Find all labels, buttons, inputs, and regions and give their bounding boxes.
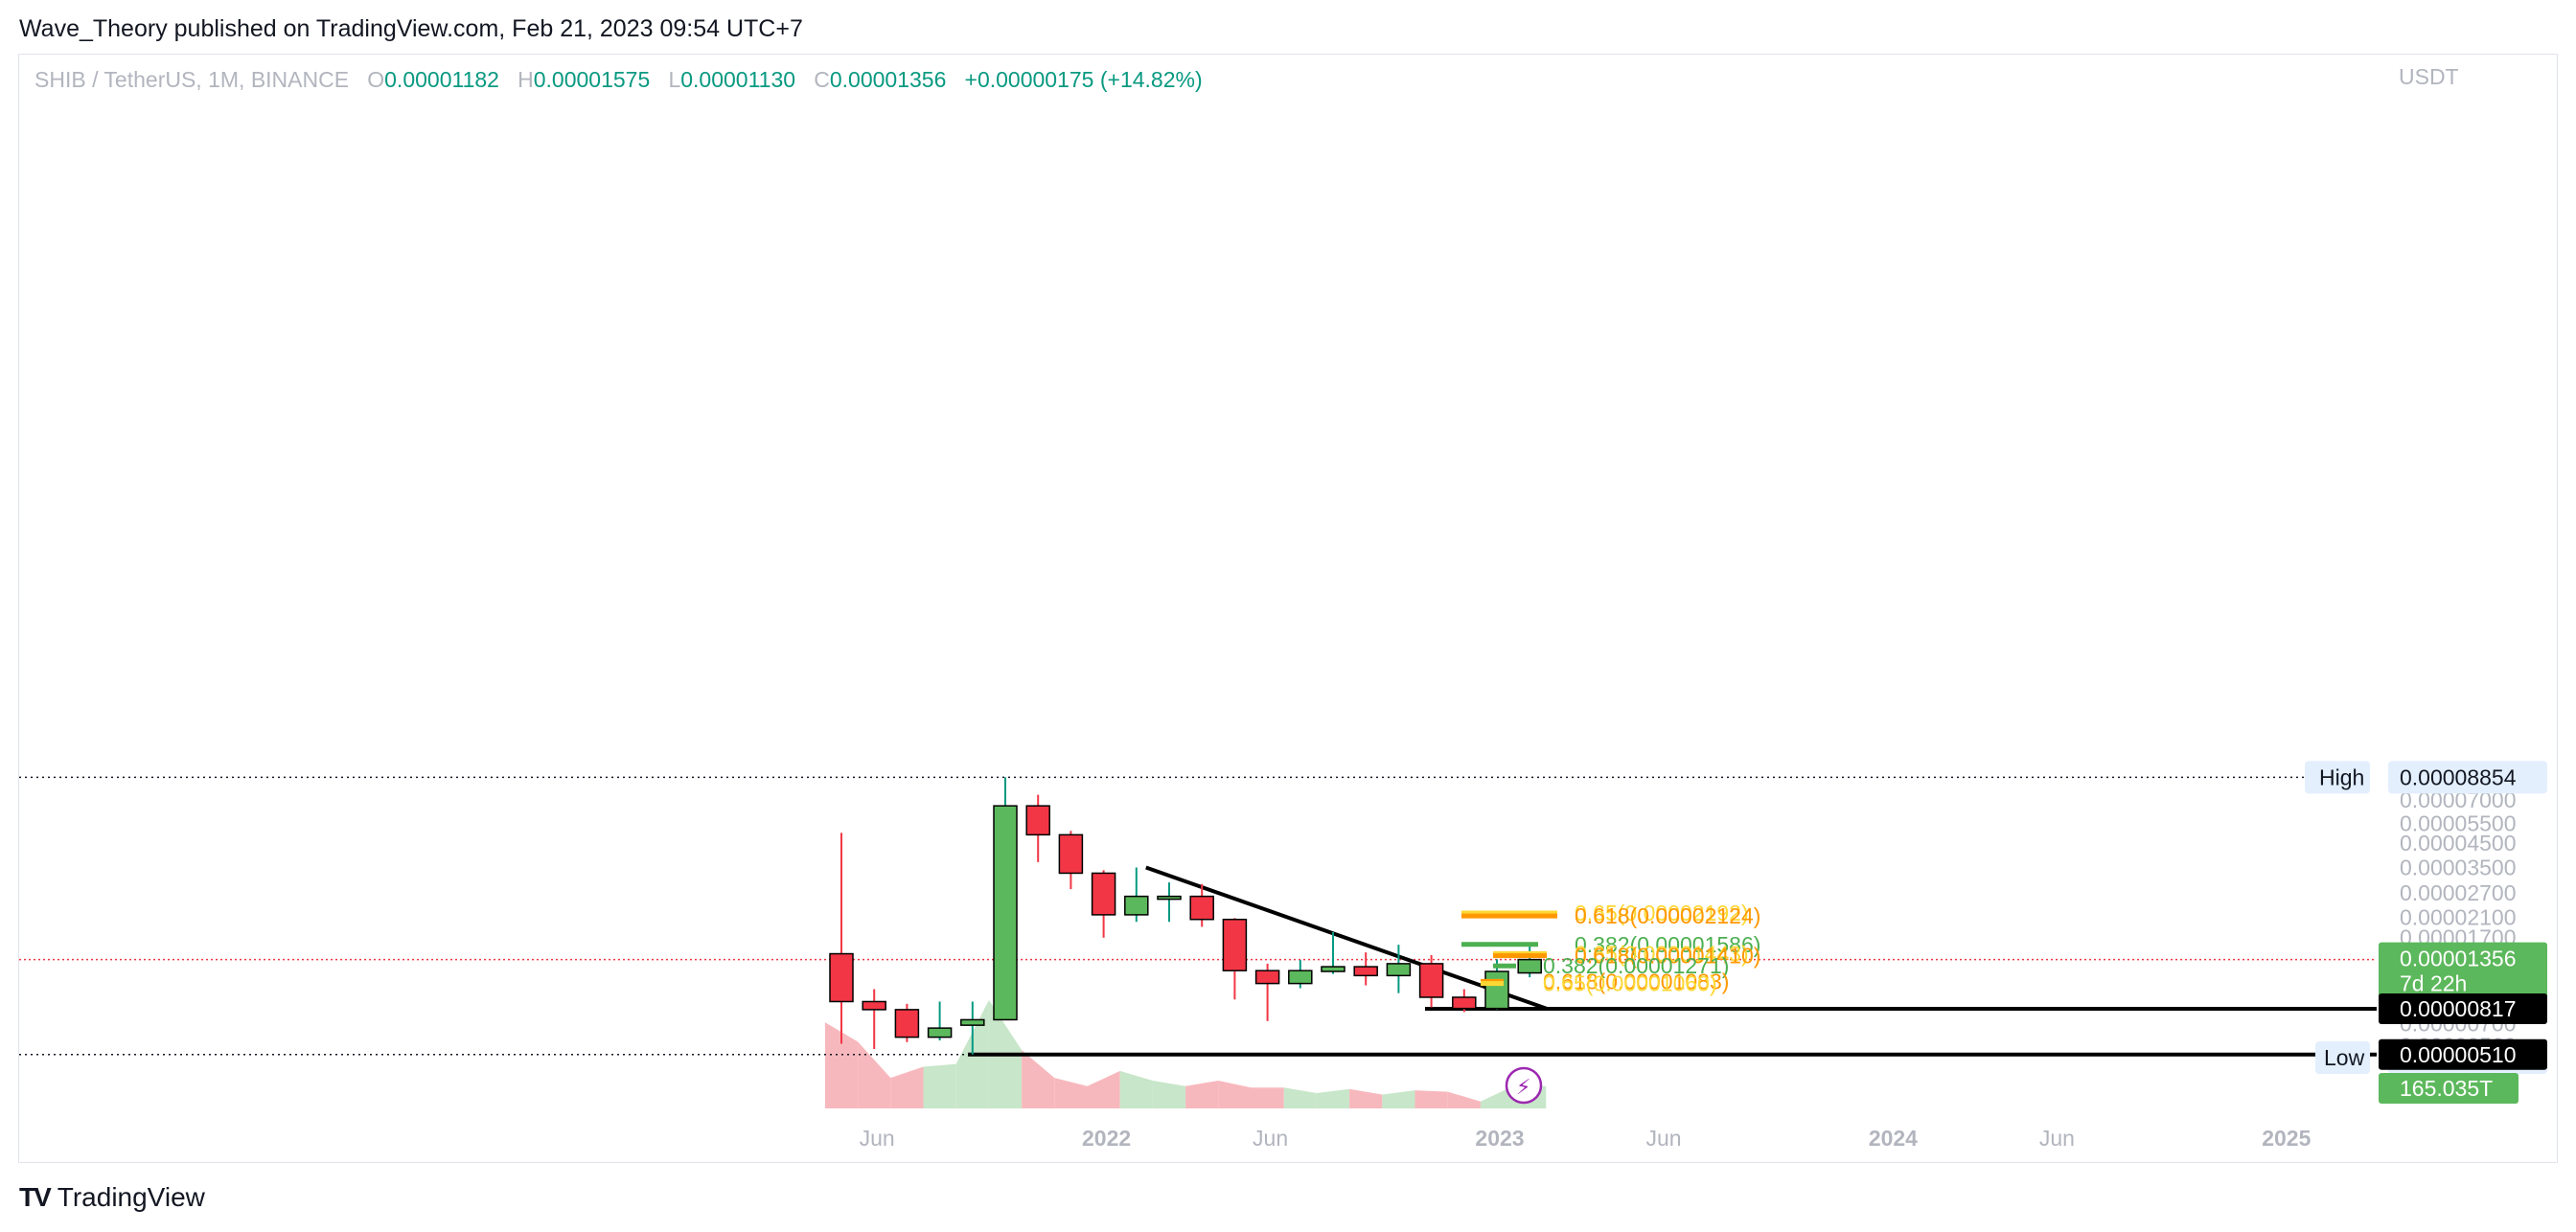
volume-badge [2379,1073,2518,1104]
fib-level-label: 0.618(0.00001083) [1543,969,1729,993]
y-tick-label: 0.00005500 [2400,811,2517,836]
change-value: +0.00000175 (+14.82%) [964,67,1203,92]
volume-area [1087,1070,1120,1108]
current-price-badge [2379,942,2547,1000]
candle-body [1386,963,1412,977]
volume-area [1382,1090,1415,1108]
volume-area [1480,1085,1514,1108]
high-value: 0.00008854 [2400,764,2517,789]
candle-body [862,1000,886,1011]
fib-level-label: 0.618(0.00001410) [1575,944,1760,969]
volume-area [890,1066,924,1108]
x-tick-label: Jun [1645,1126,1681,1151]
volume-area [1054,1078,1088,1108]
candle-body [1124,895,1149,916]
support-price-label: 0.00000817 [2400,996,2517,1021]
volume-area [1283,1087,1317,1108]
open-value: 0.00001182 [384,67,499,92]
low-label-box [2315,1041,2370,1074]
x-tick-label: Jun [1253,1126,1288,1151]
candle-body [829,952,854,1003]
x-tick-label: 2023 [1475,1126,1524,1151]
low-label: Low [2324,1045,2365,1070]
close-label: C [814,67,830,92]
fib-level-label: 0.65(0.00001443) [1575,941,1749,966]
volume-area [1414,1090,1448,1108]
high-label-box [2305,761,2370,794]
y-tick-label: 0.00003500 [2400,855,2517,879]
current-price-value: 0.00001356 [2400,947,2517,971]
trendline [1145,865,1549,1011]
close-value: 0.00001356 [829,67,947,92]
volume-area [1447,1091,1481,1108]
candle-body [1418,963,1444,998]
candle-body [1254,970,1280,985]
x-tick-label: 2025 [2262,1126,2311,1151]
fib-level-label: 0.65(0.00002192) [1575,901,1749,925]
x-tick-label: Jun [860,1126,895,1151]
chart-frame [18,54,2558,1163]
support-price-badge [2379,1038,2547,1070]
volume-area [858,1041,891,1108]
candle-body [1025,805,1050,836]
fib-level-label: 0.618(0.00002124) [1575,903,1760,928]
volume-area [1316,1088,1350,1108]
x-tick-label: 2024 [1869,1126,1918,1151]
candle-body [1452,996,1477,1010]
symbol-label[interactable]: SHIB / TetherUS, 1M, BINANCE [34,67,350,92]
volume-area [1218,1081,1252,1108]
volume-area [824,1022,859,1108]
y-tick-label: 0.00002700 [2400,880,2517,905]
high-label: H [518,67,534,92]
candle-body [1058,833,1084,875]
candle-body [1222,918,1248,971]
candle-body [993,805,1018,1021]
volume-area [1022,1050,1055,1108]
high-value: 0.00001575 [533,67,651,92]
candle-body [960,1018,985,1026]
lightning-icon-glyph: ⚡ [1516,1076,1530,1100]
price-unit: USDT [2399,64,2459,89]
candle-body [1517,958,1542,974]
y-tick-label: 0.00004500 [2400,831,2517,856]
volume-label: 165.035T [2400,1076,2493,1101]
brand-name[interactable]: TradingView [57,1182,205,1212]
fib-level-label: 0.65(0.00001060) [1543,971,1717,996]
y-tick-label: 0.00002100 [2400,904,2517,929]
candle-body [1321,966,1346,972]
candle-body [1353,966,1378,977]
publish-header: Wave_Theory published on TradingView.com… [19,15,803,42]
candle-body [1288,970,1313,985]
footer-brand: TV TradingView [19,1182,205,1213]
x-tick-label: Jun [2039,1126,2075,1151]
high-label: High [2319,764,2364,789]
open-label: O [367,67,385,92]
candle-body [1189,895,1214,921]
ohlc-legend: SHIB / TetherUS, 1M, BINANCE O0.00001182… [34,67,1203,93]
volume-area [1349,1088,1383,1108]
tradingview-logo-icon: TV [19,1182,52,1212]
low-value: 0.00001130 [680,67,796,92]
fib-level-label: 0.382(0.00001271) [1543,953,1729,978]
volume-area [1185,1081,1219,1108]
support-price-label: 0.00000510 [2400,1042,2517,1067]
support-price-badge [2379,993,2547,1025]
candle-body [894,1009,920,1038]
low-label: L [668,67,681,92]
x-tick-label: 2022 [1082,1126,1131,1151]
volume-area [1251,1087,1284,1108]
candle-countdown: 7d 22h [2400,971,2467,996]
candle-body [1157,895,1182,901]
volume-area [1119,1070,1153,1108]
lightning-icon [1505,1066,1543,1105]
candle-body [1091,872,1116,916]
volume-area [1152,1081,1186,1108]
volume-area [923,1063,956,1108]
high-value-box [2388,761,2547,794]
fib-level-label: 0.382(0.00001586) [1575,932,1760,957]
candle-body [1484,970,1509,1010]
candle-body [927,1027,953,1038]
